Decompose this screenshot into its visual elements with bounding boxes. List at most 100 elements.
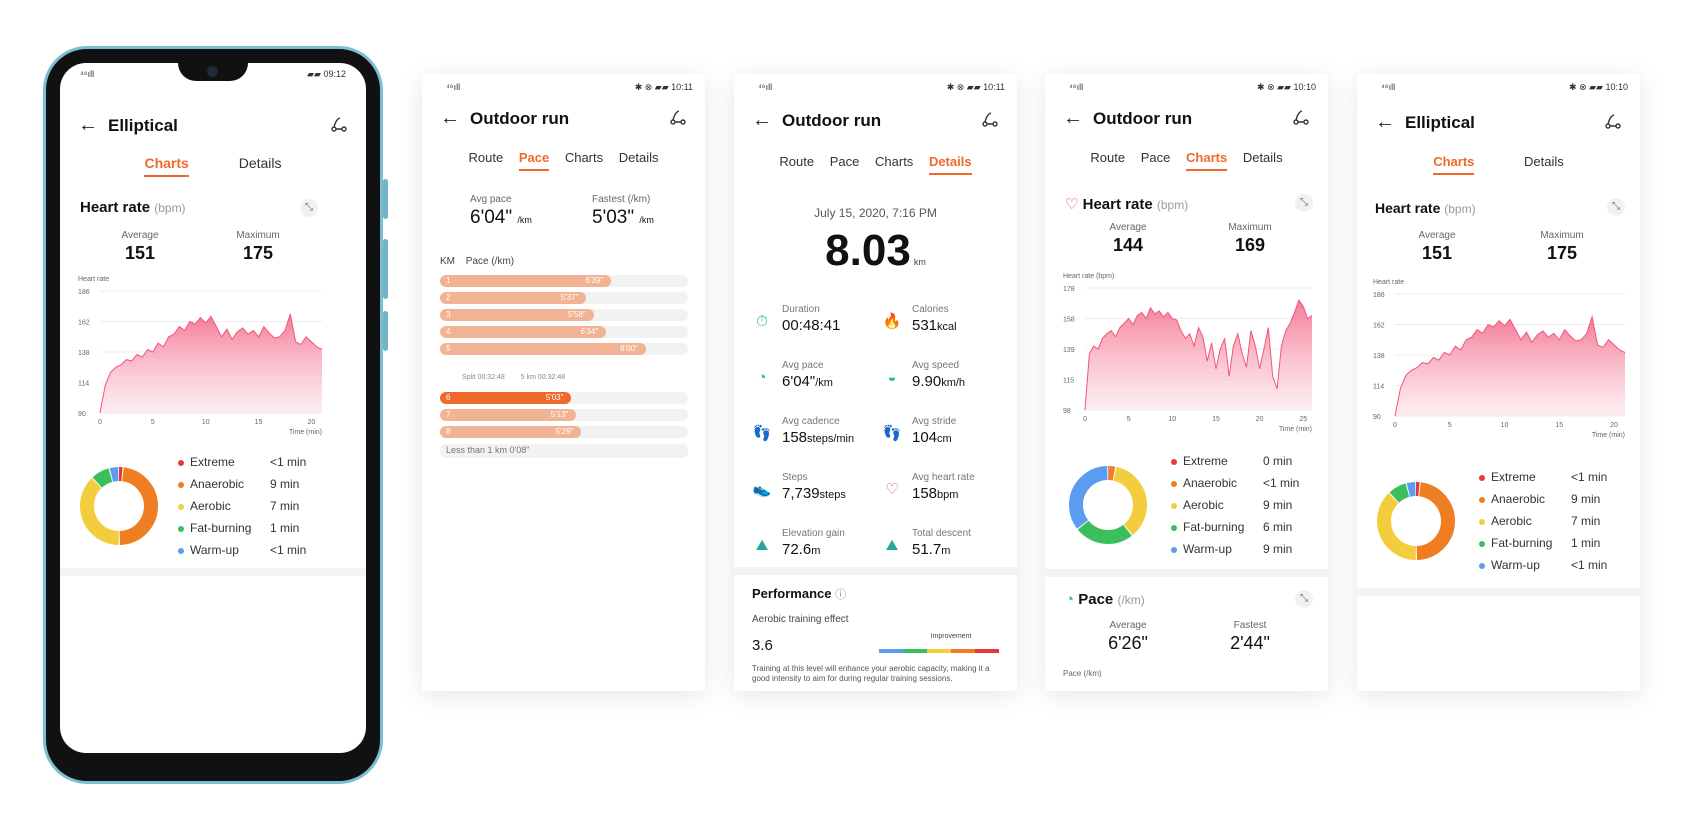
split-bar: 4 6'34" xyxy=(440,326,607,338)
descent-icon: ⛰ xyxy=(885,537,899,554)
split-bar: 7 5'13" xyxy=(440,409,577,421)
split-bar: 5 8'00" xyxy=(440,343,646,355)
split-pace: 5'29" xyxy=(555,427,574,436)
tab-details[interactable]: Details xyxy=(1242,150,1283,165)
expand-icon[interactable]: ⤡ xyxy=(1607,198,1625,216)
tab-charts[interactable]: Charts xyxy=(1433,154,1475,175)
back-arrow-icon[interactable]: ← xyxy=(78,114,98,136)
y-tick-label: 98 xyxy=(1063,408,1071,415)
donut-slice xyxy=(1377,482,1455,560)
less-than-text: Less than 1 km 0'08" xyxy=(446,445,530,455)
detail-value: 9.90km/h xyxy=(912,373,965,390)
back-arrow-icon[interactable]: ← xyxy=(1375,111,1395,133)
distance: 8.03 km xyxy=(734,226,1017,276)
battery-time: ▰▰ 09:12 xyxy=(307,69,346,79)
pace-fastest-label: Fastest xyxy=(1233,620,1267,631)
tab-details[interactable]: Details xyxy=(238,155,282,171)
y-tick-label: 138 xyxy=(78,350,90,357)
signal-icon: ⁴⁶ıll xyxy=(446,82,461,92)
detail-unit: steps/min xyxy=(807,433,855,445)
detail-value: 72.6m xyxy=(782,541,820,558)
x-tick-label: 5 xyxy=(1127,416,1131,423)
route-icon[interactable] xyxy=(669,108,687,126)
split-row: 4 6'34" xyxy=(440,326,688,338)
tab-charts[interactable]: Charts xyxy=(564,150,604,165)
split-km: 6 xyxy=(446,393,451,402)
tab-charts[interactable]: Charts xyxy=(144,155,189,177)
split-note: Split 00:32:48 5 km 00:32:48 xyxy=(462,374,565,381)
legend-dot xyxy=(178,548,184,554)
section-unit: (bpm) xyxy=(1444,202,1476,216)
aerobic-effect-label: Aerobic training effect xyxy=(752,614,849,625)
pace-table-header: KM Pace (/km) xyxy=(440,256,514,267)
pace-fastest-value: 2'44" xyxy=(1230,633,1270,653)
tab-pace[interactable]: Pace xyxy=(829,154,860,169)
tab-route[interactable]: Route xyxy=(779,154,815,169)
zone-name: Aerobic xyxy=(190,499,231,513)
route-icon[interactable] xyxy=(330,115,348,133)
tab-details[interactable]: Details xyxy=(928,154,972,175)
status-bar: ⁴⁶ıll ✱ ⊗ ▰▰ 10:10 xyxy=(1381,82,1628,94)
heart-rate-chart: Heart rate 186 162 138 114 90 0 5 10 15 20 Time (mi… xyxy=(1373,279,1626,439)
header: ← Outdoor run xyxy=(734,108,1017,134)
maximum-value: 175 xyxy=(1546,243,1578,263)
y-tick-label: 158 xyxy=(1063,317,1075,324)
tab-bar: Charts Details xyxy=(60,155,366,177)
y-tick-label: 114 xyxy=(1373,384,1384,391)
back-arrow-icon[interactable]: ← xyxy=(440,107,460,129)
zone-name: Extreme xyxy=(1491,470,1536,484)
divider xyxy=(734,567,1017,575)
detail-avg-cadence: 👣 Avg cadence 158steps/min xyxy=(752,416,872,456)
route-icon[interactable] xyxy=(981,110,999,128)
screen-elliptical-charts-2: ⁴⁶ıll ✱ ⊗ ▰▰ 10:10 ← Elliptical Charts D… xyxy=(1357,74,1640,691)
average-value: 151 xyxy=(124,243,156,263)
legend-row: Warm-up <1 min xyxy=(1479,558,1619,580)
donut-slice xyxy=(80,467,158,545)
status-bar: ⁴⁶ıll ✱ ⊗ ▰▰ 10:11 xyxy=(758,82,1005,94)
phone-frame: ⁴⁶ıll ▰▰ 09:12 ← Elliptical Charts Detai… xyxy=(43,46,388,784)
zone-name: Fat-burning xyxy=(1183,520,1245,534)
tab-pace[interactable]: Pace xyxy=(1140,150,1171,165)
donut-slice xyxy=(80,467,158,545)
back-arrow-icon[interactable]: ← xyxy=(1063,107,1083,129)
split-bar: 2 5'37" xyxy=(440,292,587,304)
zone-time: 9 min xyxy=(270,477,300,491)
zone-time: 7 min xyxy=(270,499,300,513)
tab-details[interactable]: Details xyxy=(618,150,659,165)
average-label: Average xyxy=(1109,222,1147,233)
tab-charts[interactable]: Charts xyxy=(875,154,914,169)
detail-unit: m xyxy=(941,545,951,557)
header: ← Outdoor run xyxy=(422,106,705,132)
donut-slice xyxy=(1069,466,1147,544)
y-tick-label: 162 xyxy=(78,320,90,327)
tab-charts[interactable]: Charts xyxy=(1186,150,1228,171)
tab-route[interactable]: Route xyxy=(1090,150,1126,165)
split-pace: 5'13" xyxy=(550,410,569,419)
info-icon[interactable]: ⓘ xyxy=(835,589,847,601)
tab-route[interactable]: Route xyxy=(468,150,504,165)
expand-icon[interactable]: ⤡ xyxy=(1295,590,1313,608)
expand-icon[interactable]: ⤡ xyxy=(300,199,318,217)
detail-total-descent: ⛰ Total descent 51.7m xyxy=(882,528,1002,568)
detail-label: Avg heart rate xyxy=(912,472,975,483)
split-km: 8 xyxy=(446,427,451,436)
section-label: Heart rate xyxy=(1375,200,1441,216)
detail-value: 531kcal xyxy=(912,317,957,334)
route-icon[interactable] xyxy=(1292,108,1310,126)
route-icon[interactable] xyxy=(1604,112,1622,130)
split-row: 8 5'29" xyxy=(440,426,688,438)
split-note-total: 5 km 00:32:48 xyxy=(520,374,566,381)
detail-label: Avg stride xyxy=(912,416,957,427)
tab-details[interactable]: Details xyxy=(1524,154,1564,169)
avg-pace-stat: Avg pace 6'04" /km xyxy=(470,194,532,229)
tab-pace[interactable]: Pace xyxy=(518,150,550,171)
legend-dot xyxy=(178,482,184,488)
detail-unit: km/h xyxy=(941,377,966,389)
avg-pace-unit: /km xyxy=(517,215,532,225)
split-pace: 8'00" xyxy=(620,344,638,353)
section-title: Heart rate (bpm) xyxy=(80,199,186,216)
page-title: Elliptical xyxy=(108,116,178,135)
expand-icon[interactable]: ⤡ xyxy=(1295,194,1313,212)
back-arrow-icon[interactable]: ← xyxy=(752,109,772,131)
zone-time: 9 min xyxy=(1263,498,1293,512)
